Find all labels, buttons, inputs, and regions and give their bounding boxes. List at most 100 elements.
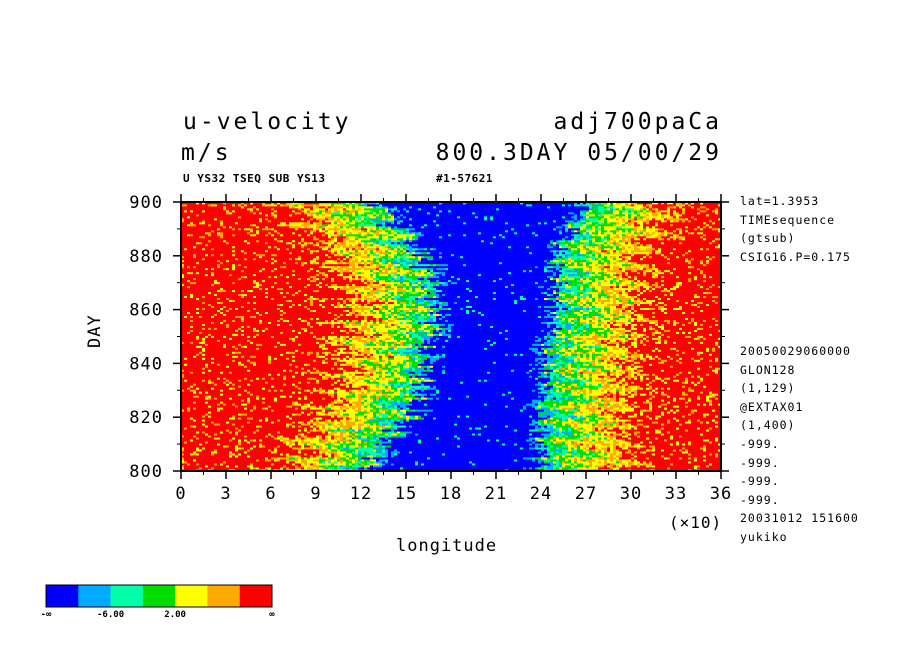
heat-cell [370,341,374,344]
heat-cell [604,371,608,374]
heat-cell [640,465,647,468]
heat-cell [247,435,266,438]
heat-cell [553,445,557,448]
heat-cell [271,463,275,466]
heat-cell [661,357,671,360]
heat-cell [532,467,536,470]
heat-cell [646,327,650,330]
heat-cell [634,365,641,368]
heat-cell [604,449,608,452]
heat-cell [541,407,548,410]
heat-cell [286,465,296,468]
heat-cell [616,461,620,464]
heat-cell [382,439,389,442]
heat-cell [202,347,206,350]
heat-cell [661,341,665,344]
heat-cell [694,357,701,360]
heat-cell [379,423,383,426]
heat-cell [700,391,704,394]
heat-cell [367,463,371,466]
heat-cell [385,445,392,448]
heat-cell [565,337,569,340]
heat-cell [394,419,398,422]
heat-cell [661,333,665,336]
heat-cell [265,327,269,330]
heat-cell [331,403,335,406]
heat-cell [388,439,392,442]
heat-cell [649,363,653,366]
heat-cell [289,357,326,360]
heat-cell [523,457,533,460]
heat-cell [532,375,539,378]
heat-cell [682,443,686,446]
heat-cell [343,459,350,462]
heat-cell [613,395,617,398]
heat-cell [529,363,533,366]
heat-cell [211,415,233,418]
heat-cell [691,347,695,350]
heat-cell [304,329,308,332]
heat-cell [580,325,584,328]
heat-cell [205,441,209,444]
heat-cell [355,403,365,406]
heat-cell [310,325,314,328]
heat-cell [694,375,698,378]
heat-cell [652,385,683,388]
heat-cell [379,385,386,388]
heat-cell [640,413,644,416]
heat-cell [304,443,308,446]
heat-cell [193,407,197,410]
heat-cell [322,323,332,326]
heat-cell [394,391,401,394]
heat-cell [325,423,329,426]
heat-cell [547,373,551,376]
heat-cell [634,377,638,380]
heat-cell [346,361,353,364]
heat-cell [580,381,587,384]
heat-cell [265,467,272,470]
heat-cell [664,455,704,458]
heat-cell [256,429,260,432]
heat-cell [547,417,551,420]
heat-cell [334,349,338,352]
heat-cell [367,369,377,372]
heat-cell [580,353,584,356]
heat-cell [238,441,242,444]
heat-cell [571,465,575,468]
heat-cell [376,445,380,448]
heat-cell [631,369,635,372]
heat-cell [538,381,542,384]
heat-cell [700,427,710,430]
heat-cell [538,363,542,366]
heat-cell [298,349,335,352]
heat-cell [190,341,194,344]
heat-cell [196,407,218,410]
heat-cell [538,419,545,422]
heat-cell [346,445,350,448]
heat-cell [337,427,341,430]
heat-cell [676,353,680,356]
heat-cell [352,467,356,470]
heat-cell [337,325,341,328]
heat-cell [394,429,515,432]
heat-cell [514,459,518,462]
heat-cell [631,343,638,346]
heat-cell [268,457,272,460]
heat-cell [598,457,605,460]
heat-cell [700,465,707,468]
heat-cell [691,375,695,378]
heat-cell [625,465,629,468]
heat-cell [634,345,638,348]
heat-cell [574,389,578,392]
heat-cell [580,443,584,446]
heat-cell [331,441,335,444]
heat-cell [571,455,575,458]
heat-cell [328,427,332,430]
heat-cell [649,403,653,406]
heat-cell [286,369,290,372]
heat-cell [403,367,410,370]
heat-cell [319,457,323,460]
heat-cell [706,399,710,402]
heat-cell [298,451,302,454]
heat-cell [310,381,317,384]
